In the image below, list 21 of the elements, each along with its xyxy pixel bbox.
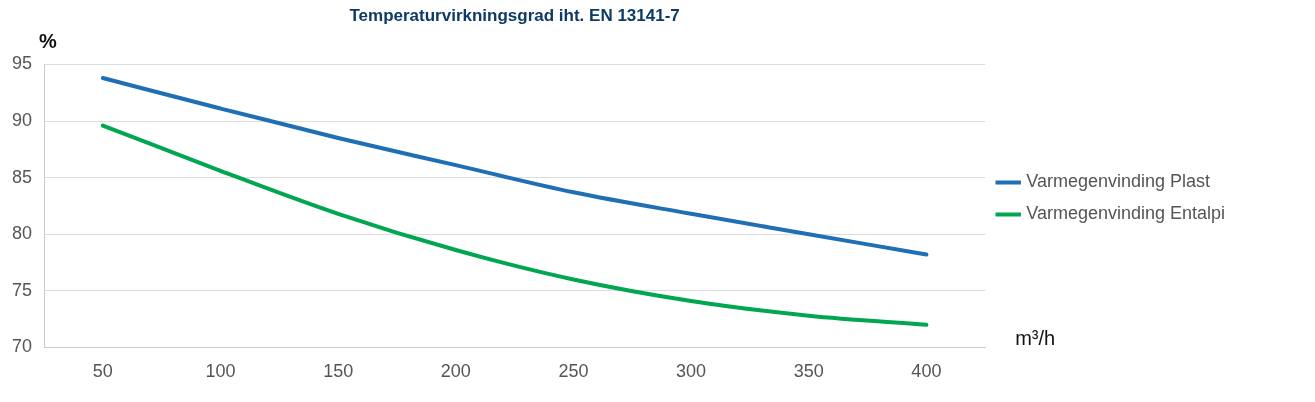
legend-label: Varmegenvinding Plast bbox=[1026, 171, 1210, 192]
x-tick-label: 50 bbox=[92, 361, 113, 382]
x-tick-label: 300 bbox=[676, 361, 707, 382]
y-axis-title: % bbox=[39, 29, 58, 52]
line-series bbox=[100, 75, 929, 257]
x-axis-title: m³/h bbox=[1015, 326, 1056, 349]
y-tick-label: 80 bbox=[11, 223, 33, 244]
y-tick-label: 95 bbox=[11, 53, 33, 74]
x-tick-label: 350 bbox=[793, 361, 824, 382]
chart-title: Temperaturvirkningsgrad iht. EN 13141-7 bbox=[349, 5, 680, 25]
x-tick-label: 200 bbox=[440, 361, 471, 382]
y-tick-label: 75 bbox=[11, 279, 33, 300]
y-tick-label: 90 bbox=[11, 109, 33, 130]
legend-label: Varmegenvinding Entalpi bbox=[1026, 203, 1226, 224]
y-tick-label: 70 bbox=[11, 336, 33, 357]
line-series bbox=[100, 123, 929, 327]
x-tick-label: 150 bbox=[323, 361, 354, 382]
x-tick-label: 100 bbox=[205, 361, 236, 382]
x-tick-label: 400 bbox=[911, 361, 942, 382]
x-tick-label: 250 bbox=[558, 361, 589, 382]
y-tick-label: 85 bbox=[11, 166, 33, 187]
